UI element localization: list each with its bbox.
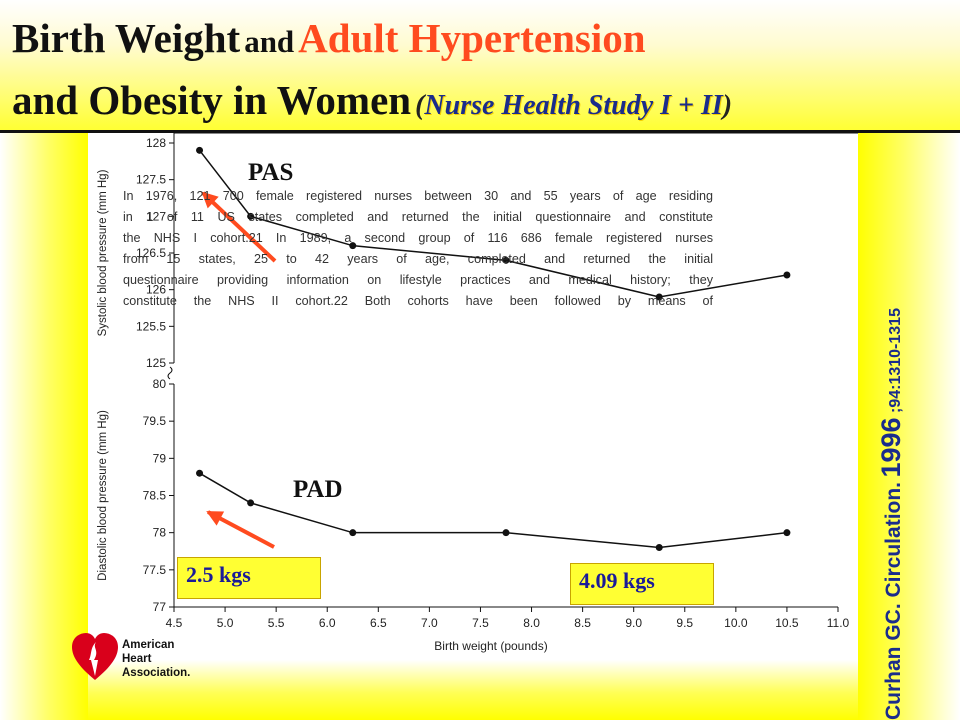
title-line-1: Birth Weight and Adult Hypertension: [12, 10, 646, 76]
header-divider: [0, 130, 960, 133]
systolic-data-point: [349, 242, 357, 250]
systolic-data-point: [502, 256, 510, 264]
diastolic-y-tick-label: 78: [153, 526, 167, 540]
x-tick-label: 11.0: [827, 616, 850, 630]
diastolic-data-point: [247, 499, 255, 507]
citation-pages: ;94:1310-1315: [887, 308, 904, 413]
left-gradient-band: [0, 133, 88, 720]
excerpt-line: constitute the NHS II cohort.22 Both coh…: [123, 294, 713, 308]
x-tick-label: 8.0: [523, 616, 540, 630]
citation-author-journal: Curhan GC. Circulation.: [882, 481, 905, 720]
systolic-series-line: [198, 149, 788, 298]
diastolic-y-tick-label: 77.5: [143, 563, 167, 577]
right-gradient-band: [858, 133, 960, 720]
x-tick-label: 4.5: [166, 616, 183, 630]
aha-wordmark: American Heart Association.: [122, 638, 190, 680]
x-tick-label: 6.0: [319, 616, 336, 630]
title-birth-weight: Birth Weight: [12, 15, 241, 61]
chart-panel: 125 125.5 126 126.5 127 127.5 128 Systolic bloo…: [88, 133, 858, 660]
x-axis-label: Birth weight (pounds): [434, 639, 547, 653]
excerpt-line: In 1976, 121 700 female registered nurse…: [123, 189, 713, 203]
systolic-y-tick-label: 125: [146, 356, 166, 370]
x-tick-label: 6.5: [370, 616, 387, 630]
x-tick-label: 7.0: [421, 616, 438, 630]
diastolic-data-point: [783, 529, 791, 537]
diastolic-y-tick-label: 79.5: [143, 414, 167, 428]
aha-word-american: American: [122, 639, 175, 651]
x-tick-label: 10.5: [775, 616, 799, 630]
pas-trend-arrow-head: [201, 191, 219, 209]
x-tick-label: 9.5: [676, 616, 693, 630]
x-tick-label: 9.0: [625, 616, 642, 630]
aha-logo: American Heart Association.: [70, 628, 210, 688]
birth-weight-bp-chart: 125 125.5 126 126.5 127 127.5 128 Systolic bloo…: [97, 133, 858, 653]
systolic-data-point: [655, 293, 663, 301]
citation-year: 1996: [876, 417, 906, 478]
right-weight-box: 4.09 kgs: [570, 563, 714, 605]
systolic-y-tick-label: 128: [146, 136, 166, 150]
title-study-name: Nurse Health Study I + II: [424, 90, 723, 121]
systolic-data-point: [247, 212, 255, 220]
heart-torch-icon: [72, 633, 118, 680]
x-tick-label: 5.0: [217, 616, 234, 630]
y-axis-break: [167, 366, 173, 380]
pas-trend-arrow-shaft: [201, 191, 277, 263]
study-excerpt: In 1976, 121 700 female registered nurse…: [123, 186, 713, 312]
systolic-panel-title: PAS: [248, 159, 293, 186]
x-tick-label: 10.0: [724, 616, 748, 630]
systolic-y-tick-label: 125.5: [136, 319, 166, 333]
left-weight-box: 2.5 kgs: [177, 557, 321, 599]
systolic-y-tick-label: 126: [146, 283, 166, 297]
title-adult-hypertension: Adult Hypertension: [298, 15, 646, 61]
systolic-y-tick-label: 127: [146, 209, 166, 223]
x-tick-label: 7.5: [472, 616, 489, 630]
systolic-y-tick-label: 126.5: [136, 246, 166, 260]
diastolic-data-point: [655, 544, 663, 552]
bottom-gradient-band: [88, 660, 858, 720]
title-paren-open: (: [415, 90, 425, 121]
title-paren-close: ): [722, 90, 733, 121]
aha-word-heart: Heart: [122, 653, 152, 665]
pad-trend-arrow-head: [206, 511, 225, 526]
diastolic-panel-title: PAD: [293, 476, 343, 503]
title-banner: Birth Weight and Adult Hypertension and …: [0, 0, 960, 130]
systolic-data-point: [783, 271, 791, 279]
x-tick-label: 5.5: [268, 616, 285, 630]
diastolic-y-tick-label: 79: [153, 451, 167, 465]
diastolic-data-point: [196, 469, 204, 477]
citation-vertical: Curhan GC. Circulation. 1996 ;94:1310-13…: [876, 308, 911, 720]
diastolic-y-tick-label: 77: [153, 600, 167, 614]
diastolic-y-tick-label: 80: [153, 377, 167, 391]
diastolic-data-point: [349, 529, 357, 537]
systolic-y-axis-label: Systolic blood pressure (mm Hg): [97, 169, 109, 336]
systolic-data-point: [196, 146, 204, 154]
excerpt-line: questionnaire providing information on l…: [123, 273, 713, 287]
excerpt-line: in 1 of 11 US states completed and retur…: [123, 210, 713, 224]
diastolic-data-point: [502, 529, 510, 537]
x-tick-label: 8.5: [574, 616, 591, 630]
diastolic-series-line: [199, 472, 788, 549]
diastolic-y-tick-label: 78.5: [143, 489, 167, 503]
aha-word-association: Association.: [122, 667, 191, 679]
title-obesity-in-women: and Obesity in Women: [12, 77, 412, 123]
title-line-2: and Obesity in Women (Nurse Health Study…: [12, 72, 732, 138]
excerpt-line: the NHS I cohort.21 In 1989, a second gr…: [123, 231, 713, 245]
systolic-y-tick-label: 127.5: [136, 173, 166, 187]
excerpt-line: from 15 states, 25 to 42 years of age, c…: [123, 252, 713, 266]
title-and: and: [244, 24, 295, 59]
diastolic-y-axis-label: Diastolic blood pressure (mm Hg): [97, 410, 109, 581]
